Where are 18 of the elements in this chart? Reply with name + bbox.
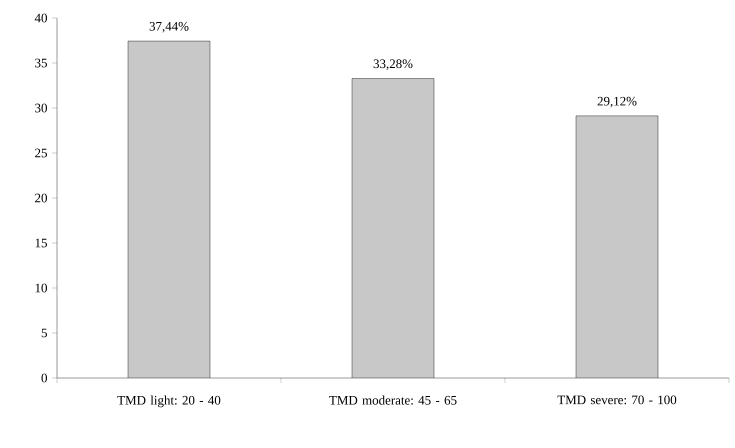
y-tick-label: 40: [34, 14, 47, 22]
bar: [576, 116, 658, 378]
y-tick-label: 20: [35, 194, 47, 202]
y-tick-label: 30: [35, 104, 47, 112]
y-tick-label: 0: [42, 374, 47, 382]
x-tick-label: TMD moderate: 45 - 65: [329, 396, 457, 405]
x-tick-label: TMD light: 20 - 40: [117, 396, 220, 408]
data-label: 33,28%: [374, 59, 413, 70]
y-tick-label: 10: [36, 284, 47, 292]
bar: [128, 41, 210, 378]
y-tick-label: 15: [36, 238, 47, 248]
x-tick-label: TMD severe: 70 - 100: [558, 396, 676, 404]
data-label: 37,44%: [150, 22, 189, 33]
y-tick-label: 5: [42, 328, 47, 338]
y-tick-label: 35: [35, 58, 47, 68]
y-tick-label: 25: [35, 148, 47, 158]
bar: [352, 78, 434, 378]
data-label: 29,12%: [598, 96, 637, 108]
